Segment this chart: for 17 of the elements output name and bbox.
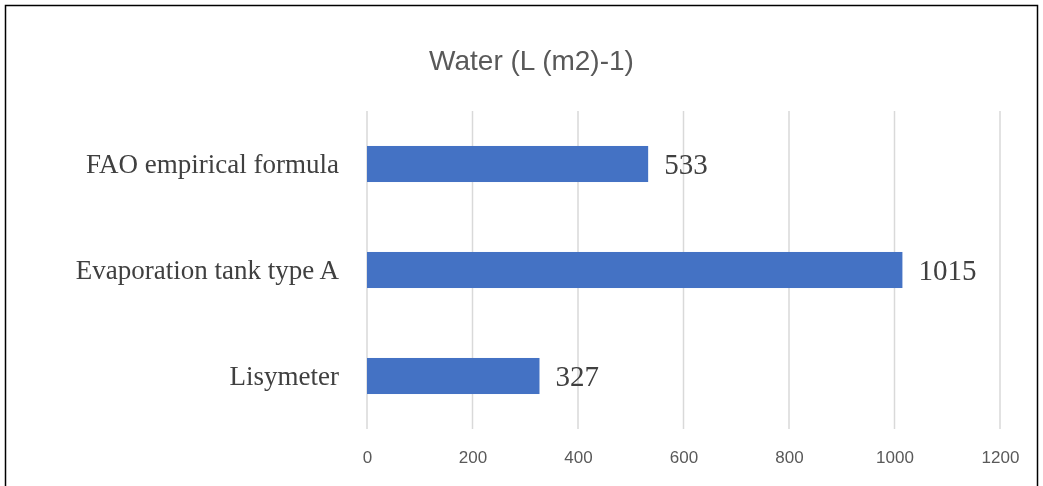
x-tick-label: 0 [362,448,373,468]
y-tick-label: FAO empirical formula [86,148,340,179]
y-tick-label: Evaporation tank type A [75,254,340,285]
x-tick-label: 600 [669,448,699,468]
x-tick-label: 400 [564,448,593,468]
y-tick-label: Lisymeter [229,360,339,391]
x-tick-label: 200 [458,448,488,468]
x-tick-label: 1000 [876,448,914,468]
x-tick-label: 1200 [981,448,1020,468]
data-label: 327 [555,360,599,393]
chart-title: Water (L (m2)-1) [429,45,634,76]
bar [367,145,649,183]
bar [367,357,540,395]
bar [367,251,903,289]
data-label: 533 [664,148,708,181]
x-tick-label: 800 [775,448,804,468]
data-label: 1015 [918,254,977,287]
